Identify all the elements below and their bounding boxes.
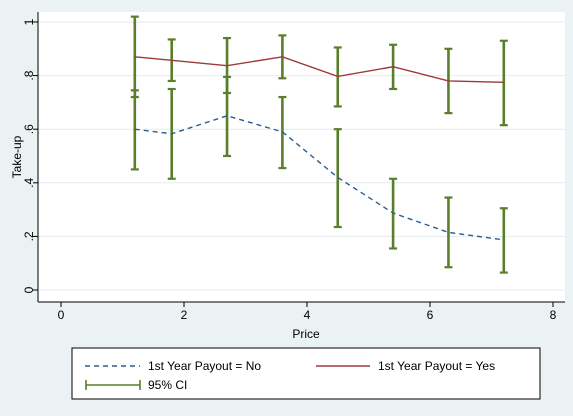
series-line-payout-no [134,115,504,241]
x-tick-label: 6 [427,308,434,322]
x-tick-label: 8 [550,308,557,322]
legend: 1st Year Payout = No 1st Year Payout = Y… [71,347,541,400]
legend-label-yes: 1st Year Payout = Yes [378,359,495,373]
grid-lines [38,21,565,291]
y-tick-label: .2 [22,231,36,241]
x-tick-label: 2 [181,308,188,322]
legend-box [71,347,541,400]
legend-label-no: 1st Year Payout = No [148,359,261,373]
y-tick-label: 0 [22,286,36,293]
series-line-payout-yes [134,56,504,83]
axes [33,12,565,307]
x-tick-label: 0 [58,308,65,322]
y-tick-label: .6 [22,124,36,134]
legend-swatch-ci [85,380,141,390]
confidence-intervals [130,15,508,274]
legend-label-ci: 95% CI [148,378,187,392]
y-tick-label: 1 [22,18,36,25]
y-tick-label: .8 [22,70,36,80]
series-lines [134,56,504,241]
y-tick-label: .4 [22,177,36,187]
x-axis-label: Price [292,327,320,341]
plot-area [38,12,565,302]
y-axis-label: Take-up [10,135,24,178]
tick-labels: 0 .2 .4 .6 .8 1 0 2 4 6 8 [22,18,557,322]
x-tick-label: 4 [304,308,311,322]
